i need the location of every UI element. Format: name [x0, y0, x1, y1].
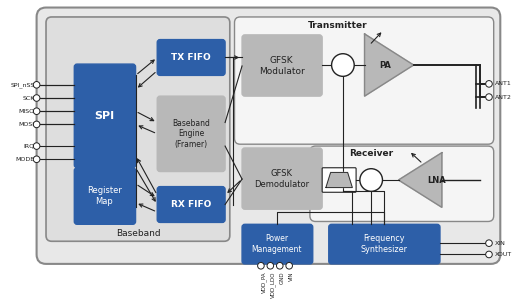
- Text: ANT1: ANT1: [495, 81, 512, 86]
- Polygon shape: [398, 153, 442, 207]
- Text: Baseband
Engine
(Framer): Baseband Engine (Framer): [172, 119, 210, 149]
- FancyBboxPatch shape: [74, 64, 136, 168]
- FancyBboxPatch shape: [157, 96, 225, 172]
- Text: IRQ: IRQ: [23, 144, 34, 148]
- FancyBboxPatch shape: [37, 8, 500, 264]
- Circle shape: [360, 169, 383, 191]
- Circle shape: [267, 262, 274, 269]
- Text: GFSK
Modulator: GFSK Modulator: [259, 56, 304, 76]
- Circle shape: [33, 82, 40, 88]
- Text: LNA: LNA: [427, 176, 446, 184]
- Text: SPI: SPI: [94, 111, 114, 121]
- Polygon shape: [326, 172, 352, 188]
- Circle shape: [33, 156, 40, 163]
- Text: TX FIFO: TX FIFO: [171, 53, 211, 62]
- Circle shape: [485, 94, 492, 101]
- Text: VIN: VIN: [289, 272, 294, 281]
- FancyBboxPatch shape: [234, 17, 494, 144]
- Text: Register
Map: Register Map: [87, 186, 122, 206]
- Circle shape: [485, 240, 492, 247]
- Text: GND: GND: [280, 272, 285, 284]
- FancyBboxPatch shape: [242, 148, 322, 209]
- Circle shape: [331, 54, 354, 76]
- Text: SPI_nSS: SPI_nSS: [10, 82, 34, 88]
- Text: Transmitter: Transmitter: [309, 21, 368, 30]
- FancyBboxPatch shape: [46, 17, 230, 241]
- Circle shape: [33, 121, 40, 128]
- Circle shape: [286, 262, 292, 269]
- Text: PA: PA: [379, 61, 392, 70]
- Circle shape: [257, 262, 264, 269]
- FancyBboxPatch shape: [242, 224, 313, 264]
- Text: MOSI: MOSI: [19, 122, 34, 127]
- Circle shape: [277, 262, 283, 269]
- Text: VDD_PA: VDD_PA: [261, 272, 267, 293]
- Polygon shape: [364, 34, 413, 96]
- FancyBboxPatch shape: [157, 40, 225, 75]
- Text: XOUT: XOUT: [495, 252, 512, 257]
- Text: VDD_LDO: VDD_LDO: [270, 272, 276, 298]
- Text: GFSK
Demodulator: GFSK Demodulator: [254, 169, 309, 189]
- FancyBboxPatch shape: [322, 168, 356, 192]
- Text: RX FIFO: RX FIFO: [171, 200, 211, 209]
- Text: MISO: MISO: [19, 109, 34, 114]
- Text: ANT2: ANT2: [495, 94, 512, 100]
- Circle shape: [33, 143, 40, 149]
- Text: MODE: MODE: [16, 157, 34, 162]
- FancyBboxPatch shape: [242, 35, 322, 96]
- Circle shape: [485, 81, 492, 87]
- FancyBboxPatch shape: [74, 168, 136, 224]
- FancyBboxPatch shape: [157, 187, 225, 222]
- Text: XIN: XIN: [495, 241, 505, 246]
- Circle shape: [33, 108, 40, 115]
- FancyBboxPatch shape: [310, 146, 494, 221]
- Circle shape: [485, 251, 492, 258]
- Text: SCK: SCK: [22, 95, 34, 101]
- FancyBboxPatch shape: [329, 224, 440, 264]
- Text: Frequency
Synthesizer: Frequency Synthesizer: [361, 234, 408, 254]
- Circle shape: [33, 95, 40, 101]
- Text: Receiver: Receiver: [349, 149, 393, 158]
- Text: Baseband: Baseband: [116, 229, 161, 238]
- Text: Power
Management: Power Management: [252, 234, 302, 254]
